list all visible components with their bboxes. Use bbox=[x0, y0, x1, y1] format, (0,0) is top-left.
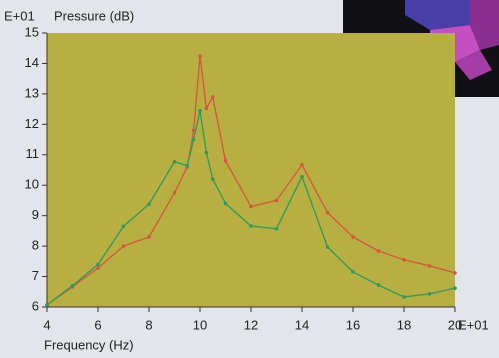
data-point bbox=[45, 303, 49, 307]
data-point bbox=[185, 164, 189, 168]
data-point bbox=[173, 160, 177, 164]
data-point bbox=[402, 258, 406, 262]
data-point bbox=[198, 54, 202, 58]
data-point bbox=[351, 235, 355, 239]
x-axis-label: Frequency (Hz) bbox=[44, 337, 134, 352]
data-point bbox=[428, 292, 432, 296]
x-tick-label: 12 bbox=[244, 317, 258, 332]
y-tick-label: 6 bbox=[32, 298, 39, 313]
data-point bbox=[96, 266, 100, 270]
data-point bbox=[96, 263, 100, 267]
x-tick-label: 8 bbox=[145, 317, 152, 332]
data-point bbox=[326, 211, 330, 215]
x-tick-label: 20 bbox=[448, 317, 462, 332]
data-point bbox=[211, 95, 215, 99]
data-point bbox=[71, 284, 75, 288]
x-exponent: E+01 bbox=[458, 317, 489, 332]
data-point bbox=[122, 225, 126, 229]
data-point bbox=[300, 163, 304, 167]
data-point bbox=[300, 175, 304, 179]
data-point bbox=[275, 199, 279, 203]
y-tick-label: 7 bbox=[32, 268, 39, 283]
x-tick-label: 10 bbox=[193, 317, 207, 332]
plot-area bbox=[47, 33, 455, 307]
data-point bbox=[198, 109, 202, 113]
data-point bbox=[147, 235, 151, 239]
data-point bbox=[224, 159, 228, 163]
data-point bbox=[377, 283, 381, 287]
data-point bbox=[377, 249, 381, 253]
y-tick-label: 9 bbox=[32, 207, 39, 222]
y-exponent: E+01 bbox=[4, 8, 35, 23]
data-point bbox=[224, 202, 228, 206]
x-tick-label: 6 bbox=[94, 317, 101, 332]
data-point bbox=[402, 295, 406, 299]
x-tick-label: 18 bbox=[397, 317, 411, 332]
x-tick-label: 16 bbox=[346, 317, 360, 332]
y-axis-label: Pressure (dB) bbox=[54, 8, 134, 23]
data-point bbox=[351, 270, 355, 274]
data-point bbox=[147, 202, 151, 206]
y-tick-label: 8 bbox=[32, 238, 39, 253]
data-point bbox=[453, 286, 457, 290]
data-point bbox=[173, 191, 177, 195]
chart: E+01 Pressure (dB) E+01 Frequency (Hz) 6… bbox=[0, 0, 499, 358]
data-point bbox=[326, 245, 330, 249]
data-point bbox=[205, 151, 209, 155]
data-point bbox=[192, 138, 196, 142]
y-tick-label: 12 bbox=[25, 116, 39, 131]
y-tick-label: 11 bbox=[26, 146, 40, 161]
data-point bbox=[453, 271, 457, 275]
y-tick-label: 15 bbox=[25, 24, 39, 39]
data-point bbox=[249, 205, 253, 209]
y-tick-label: 10 bbox=[25, 177, 39, 192]
y-tick-label: 14 bbox=[25, 55, 39, 70]
data-point bbox=[428, 264, 432, 268]
data-point bbox=[211, 177, 215, 181]
data-point bbox=[122, 244, 126, 248]
y-tick-label: 13 bbox=[25, 85, 39, 100]
x-tick-label: 14 bbox=[295, 317, 309, 332]
data-point bbox=[275, 227, 279, 231]
data-point bbox=[249, 224, 253, 228]
data-point bbox=[205, 107, 209, 111]
x-tick-label: 4 bbox=[43, 317, 50, 332]
